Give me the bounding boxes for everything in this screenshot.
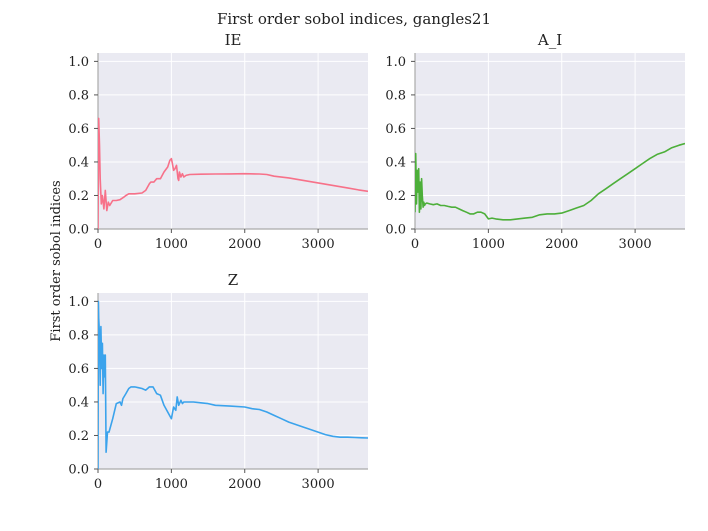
y-tick-label: 0.2 [68,189,89,204]
x-tick-label: 3000 [619,237,652,252]
y-tick-label: 0.0 [385,223,406,238]
subplot-z-title: Z [228,271,238,289]
subplot-ie-series-line [98,117,368,230]
y-tick-label: 0.2 [68,429,89,444]
subplot-z-plot-area [98,293,368,469]
x-tick-label: 2000 [545,237,578,252]
subplot-ie-plot-area [98,53,368,229]
subplot-ie: 0 1000 2000 3000 0.0 0.2 0.4 0.6 0.8 1.0 IE [68,31,368,252]
y-tick-label: 1.0 [68,295,89,310]
y-tick-label: 0.6 [68,122,89,137]
x-tick-label: 1000 [155,477,188,492]
subplot-a-i-title: A_I [537,31,562,49]
y-tick-label: 0.8 [385,88,406,103]
x-tick-label: 0 [94,237,102,252]
y-tick-label: 0.4 [68,155,89,170]
subplot-a-i-series-line [415,142,685,221]
y-tick-label: 1.0 [385,55,406,70]
subplot-a-i: 0 1000 2000 3000 0.0 0.2 0.4 0.6 0.8 1.0 A_I [385,31,685,252]
y-tick-label: 0.6 [68,362,89,377]
figure-title: First order sobol indices, gangles21 [217,10,491,28]
x-tick-label: 3000 [302,477,335,492]
subplot-z: 0 1000 2000 3000 0.0 0.2 0.4 0.6 0.8 1.0 Z [68,271,368,492]
x-tick-label: 0 [94,477,102,492]
x-tick-label: 2000 [228,477,261,492]
subplot-ie-title: IE [225,31,242,49]
x-tick-label: 0 [411,237,419,252]
subplot-a-i-plot-area [415,53,685,229]
subplot-z-series-line [98,300,368,470]
x-tick-label: 3000 [302,237,335,252]
y-tick-label: 1.0 [68,55,89,70]
y-tick-label: 0.0 [68,223,89,238]
x-tick-label: 1000 [155,237,188,252]
y-tick-label: 0.0 [68,463,89,478]
y-tick-label: 0.8 [68,88,89,103]
y-tick-label: 0.2 [385,189,406,204]
y-tick-label: 0.6 [385,122,406,137]
x-tick-label: 2000 [228,237,261,252]
y-tick-label: 0.4 [68,395,89,410]
x-tick-label: 1000 [472,237,505,252]
figure-y-axis-label: First order sobol indices [49,180,64,341]
y-tick-label: 0.4 [385,155,406,170]
y-tick-label: 0.8 [68,328,89,343]
subplots: 0 1000 2000 3000 0.0 0.2 0.4 0.6 0.8 1.0 IE 0 1000 20… [68,31,685,492]
